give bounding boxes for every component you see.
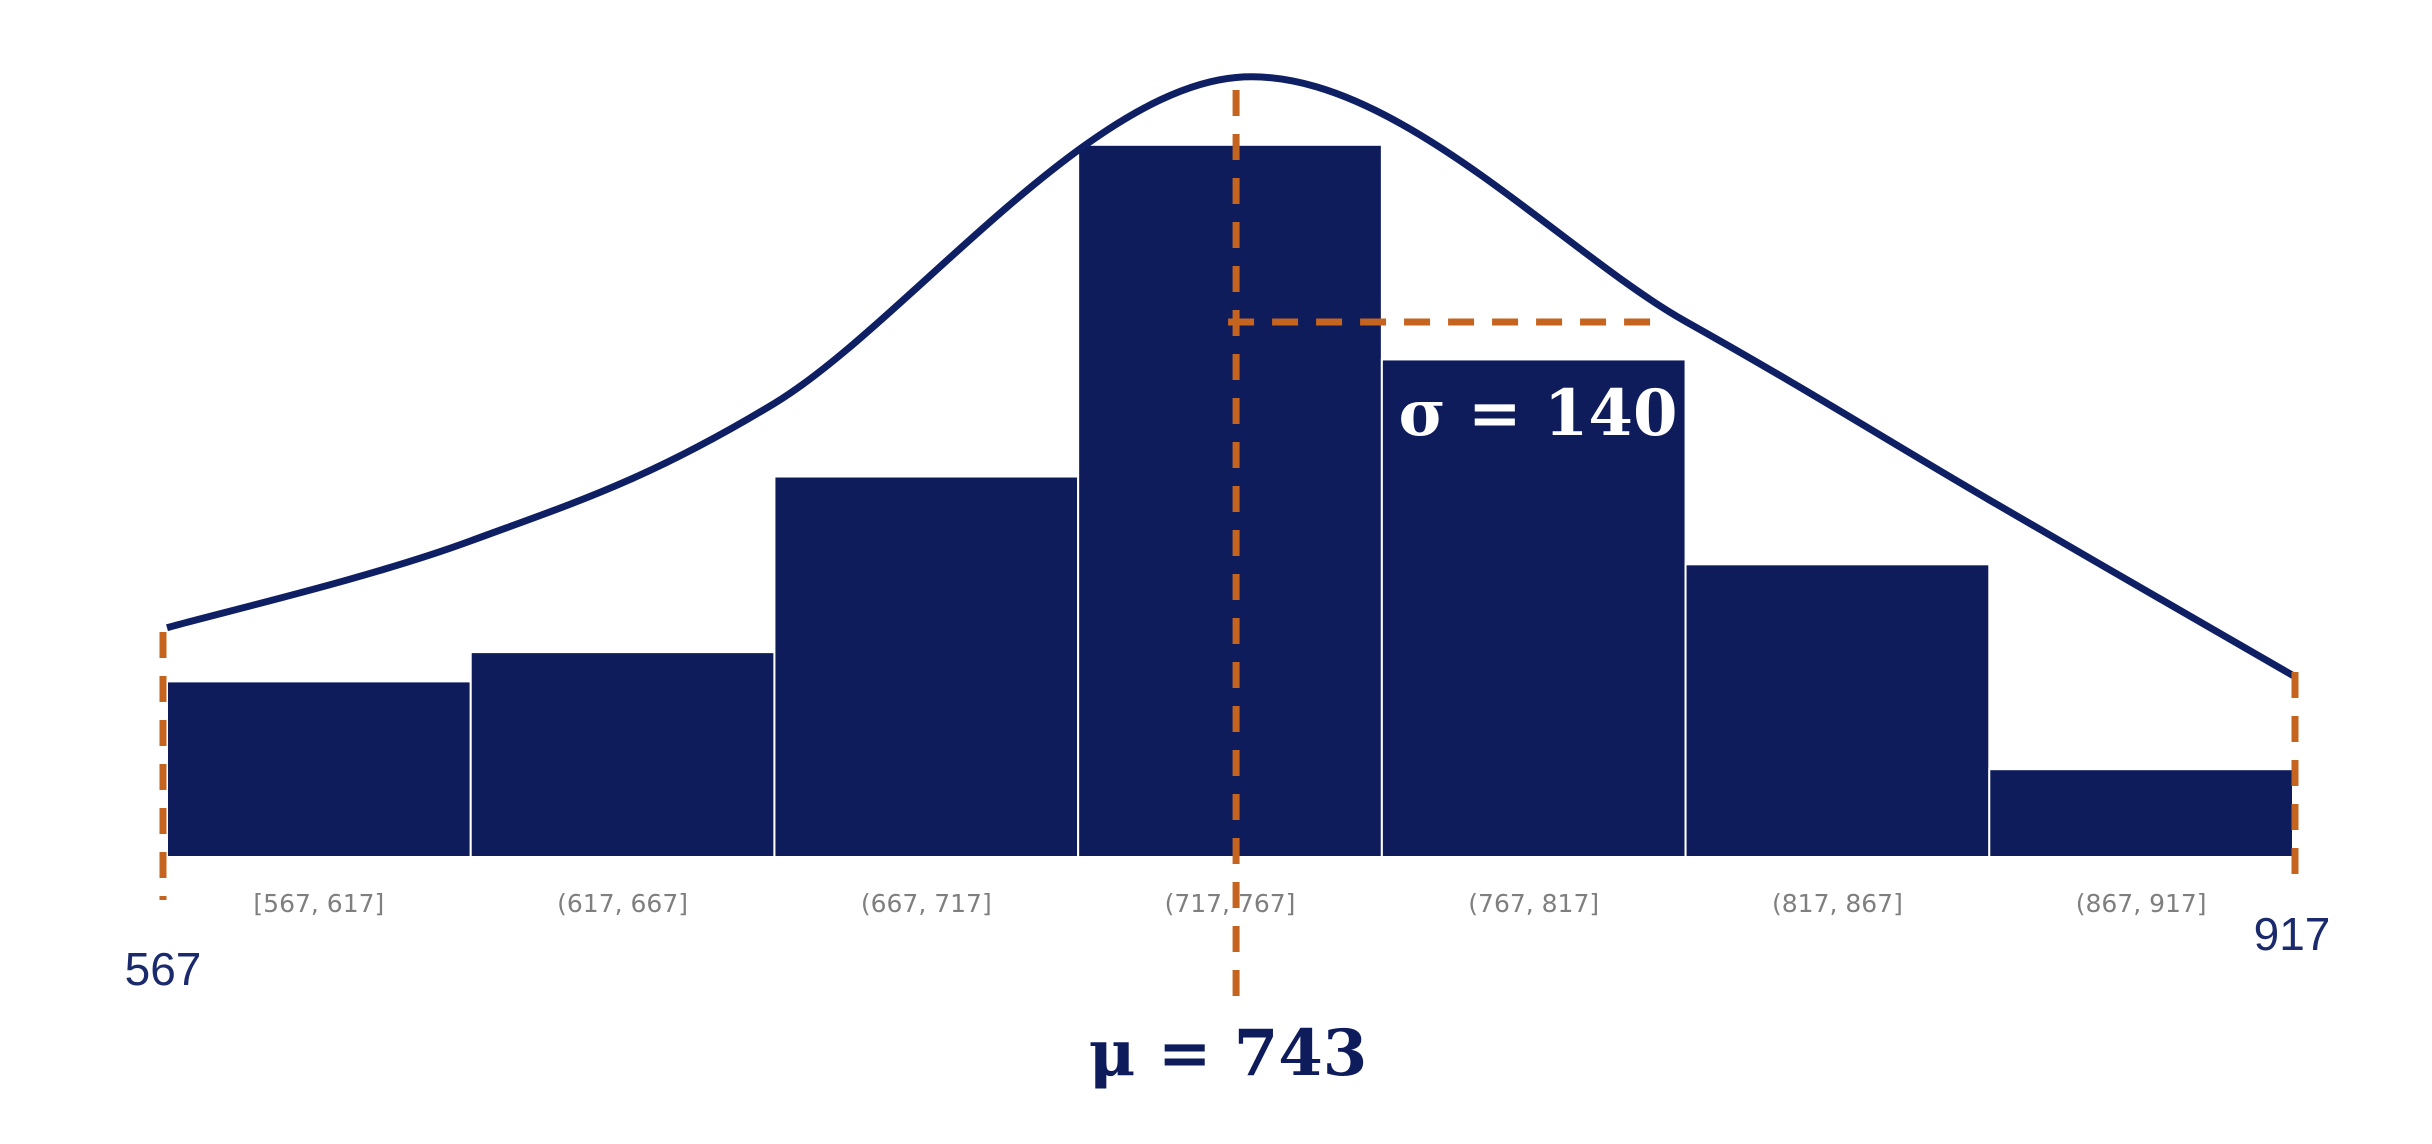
bin-tick-label: (867, 917] — [2076, 889, 2207, 918]
bin-tick-label: (667, 717] — [861, 889, 992, 918]
histogram-bar — [1988, 768, 2295, 859]
bin-labels-layer: [567, 617] (617, 667] (667, 717] (717, 767]… — [253, 889, 2206, 918]
histogram-bar — [1684, 563, 1991, 858]
bin-tick-label: (617, 667] — [557, 889, 688, 918]
range-min-label: 567 — [125, 943, 202, 995]
histogram-bar — [166, 680, 472, 859]
std-label: σ = 140 — [1399, 376, 1678, 451]
bars-layer — [166, 143, 2295, 859]
normal-curve — [166, 73, 2295, 679]
histogram-bar — [773, 475, 1080, 858]
mean-label: μ = 743 — [1089, 1016, 1368, 1091]
bin-tick-label: (767, 817] — [1468, 889, 1599, 918]
markers-layer — [159, 90, 2299, 1010]
bin-tick-label: (817, 867] — [1772, 889, 1903, 918]
range-max-label: 917 — [2254, 908, 2331, 960]
bin-tick-label: (717, 767] — [1165, 889, 1296, 918]
bin-tick-label: [567, 617] — [253, 889, 384, 918]
histogram-bar — [1077, 143, 1383, 858]
histogram-bar — [1380, 358, 1687, 858]
histogram-bar — [469, 651, 776, 858]
